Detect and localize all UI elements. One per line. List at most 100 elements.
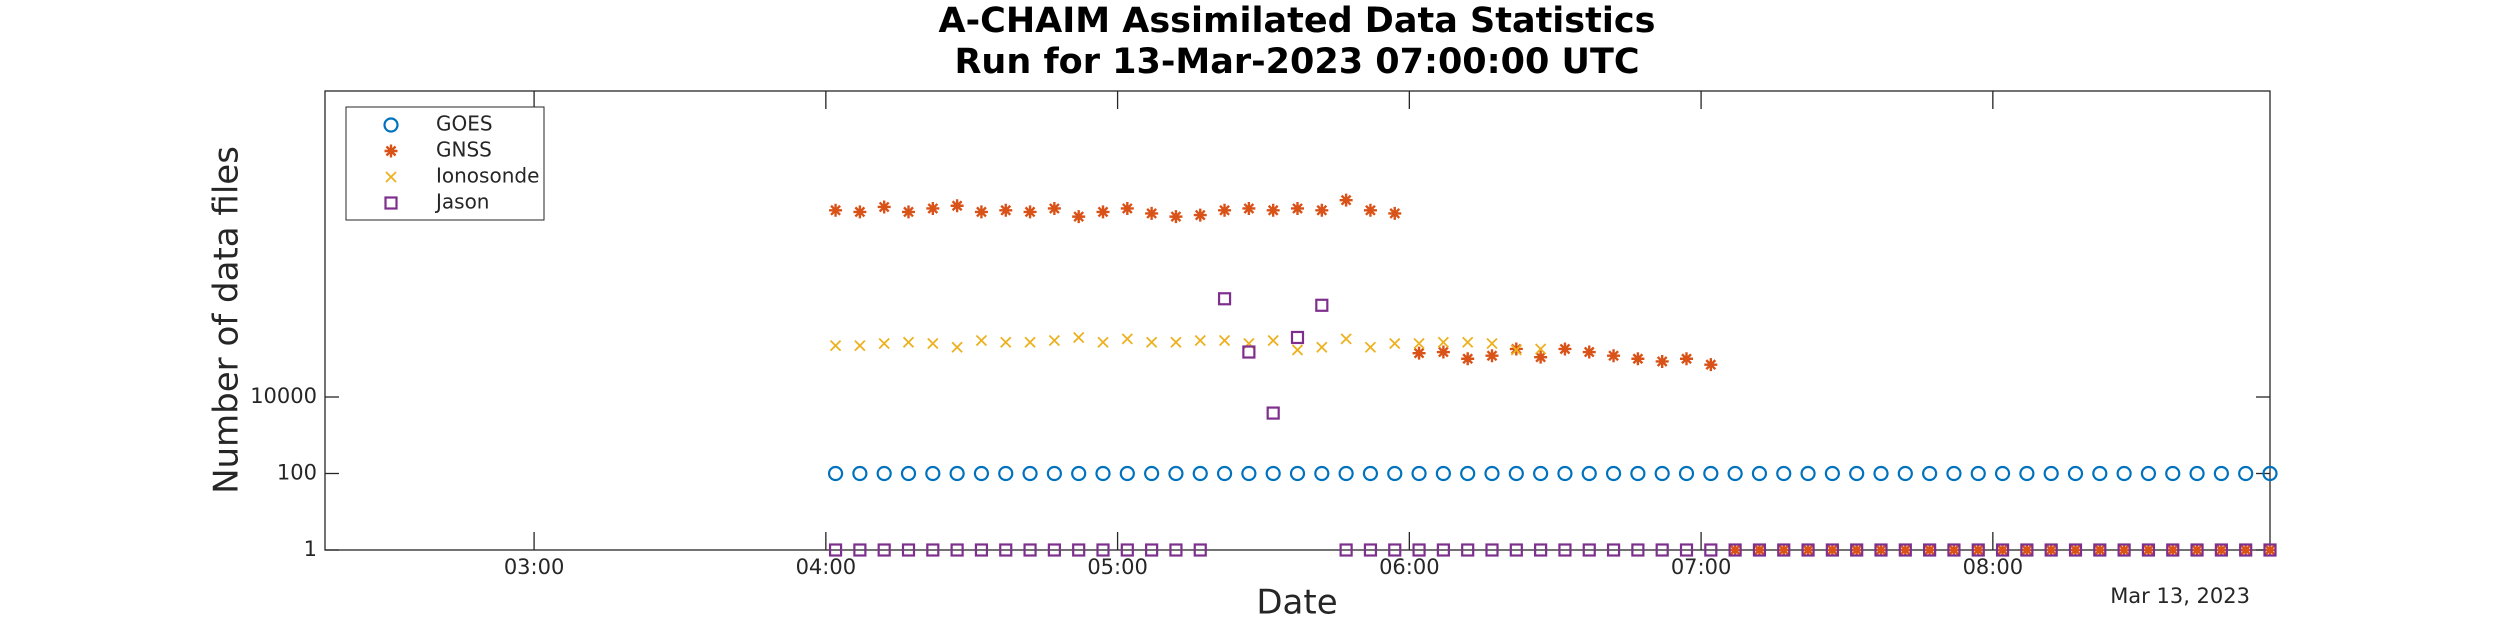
data-point: [1095, 465, 1111, 482]
data-point: [925, 465, 941, 482]
chart-subtitle: Run for 13-Mar-2023 07:00:00 UTC: [954, 42, 1639, 82]
data-point: [1363, 203, 1377, 217]
data-point: [1607, 349, 1621, 363]
data-point: [1216, 465, 1233, 482]
data-point: [1387, 465, 1403, 482]
y-axis-label: Number of data files: [207, 146, 247, 494]
x-tick-label: 07:00: [1671, 555, 1732, 579]
data-point: [1508, 465, 1524, 482]
data-point: [2166, 543, 2180, 557]
data-point: [1752, 543, 1767, 557]
data-point: [1727, 465, 1743, 482]
legend-label: GOES: [436, 112, 493, 136]
data-point: [2239, 543, 2253, 557]
data-point: [1169, 543, 1183, 557]
data-point: [1120, 543, 1134, 557]
legend-label: Jason: [434, 190, 490, 214]
data-point: [1509, 543, 1523, 557]
data-point: [902, 205, 915, 219]
data-point: [1339, 543, 1353, 557]
data-point: [1534, 350, 1548, 364]
data-point: [877, 200, 891, 214]
data-point: [1437, 336, 1450, 348]
data-point: [1631, 543, 1645, 557]
data-point: [1582, 543, 1596, 557]
data-point: [1241, 465, 1257, 482]
data-point: [1389, 337, 1401, 350]
data-point: [853, 205, 867, 219]
data-point: [1291, 344, 1304, 356]
data-point: [829, 203, 843, 217]
data-point: [1825, 543, 1839, 557]
data-point: [999, 543, 1013, 557]
data-point: [1340, 333, 1352, 345]
data-point: [1947, 543, 1961, 557]
data-point: [1655, 543, 1669, 557]
data-point: [2263, 543, 2277, 557]
data-point: [1339, 193, 1353, 207]
data-point: [1145, 206, 1159, 220]
x-tick-label: 05:00: [1087, 555, 1148, 579]
data-point: [1946, 465, 1962, 482]
data-point: [2117, 543, 2131, 557]
data-point: [1728, 543, 1742, 557]
data-point: [1436, 345, 1450, 359]
data-point: [2020, 543, 2034, 557]
data-point: [1898, 543, 1912, 557]
data-point: [877, 543, 891, 557]
data-point: [2116, 465, 2132, 482]
data-point: [1193, 208, 1207, 222]
data-point: [1169, 210, 1183, 224]
data-point: [1801, 543, 1815, 557]
data-point: [1703, 465, 1719, 482]
data-point: [950, 543, 964, 557]
data-point: [2239, 543, 2253, 557]
data-point: [2214, 543, 2228, 557]
data-point: [1462, 336, 1474, 348]
data-point: [1193, 543, 1207, 557]
data-point: [828, 543, 843, 557]
data-point: [1168, 465, 1184, 482]
data-point: [1242, 201, 1256, 215]
legend-marker: [384, 196, 398, 210]
data-point: [1850, 543, 1864, 557]
data-point: [1145, 336, 1158, 348]
data-point: [1412, 346, 1426, 360]
data-point: [1072, 210, 1086, 224]
data-point: [1825, 543, 1839, 557]
data-point: [1752, 543, 1766, 557]
data-point: [2044, 543, 2058, 557]
data-point: [827, 465, 844, 482]
data-point: [2044, 543, 2058, 557]
data-point: [926, 543, 940, 557]
legend-marker: [383, 117, 399, 133]
data-point: [1218, 203, 1232, 217]
data-point: [1265, 465, 1281, 482]
data-point: [1023, 543, 1037, 557]
data-point: [1971, 543, 1985, 557]
data-point: [2140, 465, 2157, 482]
data-point: [926, 201, 940, 215]
data-point: [1777, 543, 1791, 557]
data-point: [975, 334, 988, 347]
data-point: [1970, 465, 1986, 482]
data-point: [1776, 465, 1792, 482]
data-point: [1096, 543, 1110, 557]
data-point: [1291, 201, 1304, 215]
data-point: [902, 336, 915, 348]
data-point: [1461, 543, 1475, 557]
data-point: [1316, 341, 1328, 353]
data-point: [1460, 465, 1476, 482]
data-point: [1534, 343, 1547, 355]
data-point: [2263, 543, 2277, 557]
data-point: [1315, 203, 1329, 217]
x-tick-label: 03:00: [504, 555, 565, 579]
data-point: [878, 337, 890, 350]
data-point: [1119, 465, 1135, 482]
data-point: [1751, 465, 1768, 482]
data-point: [1874, 543, 1888, 557]
legend-box: [345, 106, 545, 221]
data-point: [2020, 543, 2034, 557]
data-point: [1073, 331, 1085, 344]
data-point: [2141, 543, 2155, 557]
